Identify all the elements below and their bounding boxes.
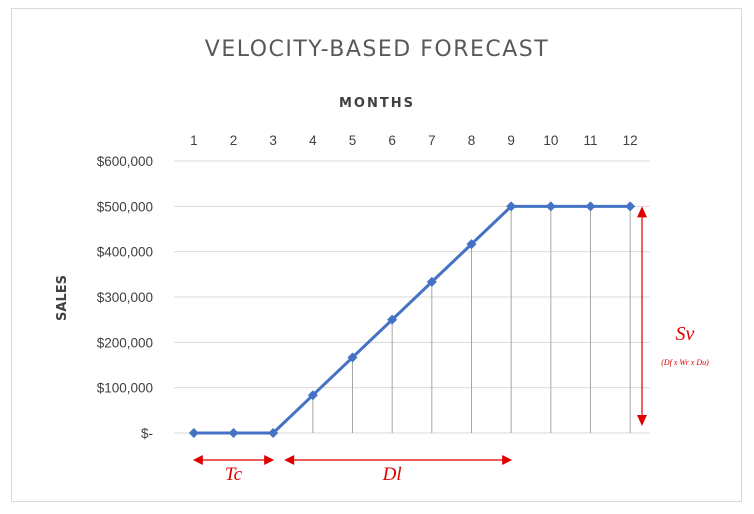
- tc-arrow: [192, 455, 275, 465]
- tc-label: Tc: [225, 464, 243, 485]
- gridlines: [174, 160, 650, 434]
- x-tick-label: 8: [468, 133, 476, 148]
- data-point: [466, 239, 477, 250]
- x-tick-label: 2: [230, 133, 238, 148]
- x-tick-label: 10: [543, 133, 558, 148]
- data-point: [347, 352, 358, 363]
- data-point: [228, 428, 239, 438]
- data-point: [268, 428, 279, 438]
- dl-arrow: [284, 455, 513, 465]
- x-tick-label: 7: [428, 133, 436, 148]
- sv-arrow: [637, 206, 647, 426]
- y-tick-label: $200,000: [97, 335, 153, 350]
- x-tick-label: 9: [507, 133, 515, 148]
- x-tick-label: 11: [583, 133, 597, 148]
- x-tick-label: 6: [388, 133, 396, 148]
- y-tick-label: $400,000: [97, 245, 153, 260]
- x-tick-label: 5: [349, 133, 357, 148]
- data-point: [625, 201, 636, 212]
- data-point: [426, 276, 437, 287]
- y-tick-labels: $- $100,000 $200,000 $300,000 $400,000 $500,0…: [97, 154, 153, 441]
- x-tick-label: 12: [623, 133, 638, 148]
- x-tick-label: 1: [190, 133, 198, 148]
- x-tick-label: 3: [269, 133, 277, 148]
- data-point: [506, 201, 517, 212]
- x-axis-title: MONTHS: [339, 96, 415, 111]
- data-point: [387, 314, 398, 325]
- data-point: [585, 201, 596, 212]
- dl-label: Dl: [382, 464, 402, 485]
- y-tick-label: $500,000: [97, 199, 153, 214]
- x-tick-labels: 1 2 3 4 5 6 7 8 9 10 11 12: [190, 133, 638, 148]
- series-line: [188, 201, 636, 438]
- chart-title: VELOCITY-BASED FORECAST: [205, 37, 549, 62]
- chart-frame: [11, 8, 742, 502]
- data-point: [545, 201, 556, 212]
- sv-formula: (Df x Wr x Du): [661, 358, 709, 367]
- drop-lines: [312, 206, 631, 433]
- data-point: [188, 428, 199, 438]
- x-tick-label: 4: [309, 133, 317, 148]
- y-tick-label: $300,000: [97, 290, 153, 305]
- y-tick-label: $100,000: [97, 381, 153, 396]
- sv-label: Sv: [676, 323, 695, 345]
- y-tick-label: $600,000: [97, 154, 153, 169]
- y-axis-title: SALES: [55, 275, 70, 321]
- series-line-path: [193, 204, 631, 435]
- annotations: Tc Dl Sv (Df x Wr x Du): [192, 206, 709, 485]
- y-tick-label: $-: [141, 426, 153, 441]
- data-point: [307, 390, 318, 401]
